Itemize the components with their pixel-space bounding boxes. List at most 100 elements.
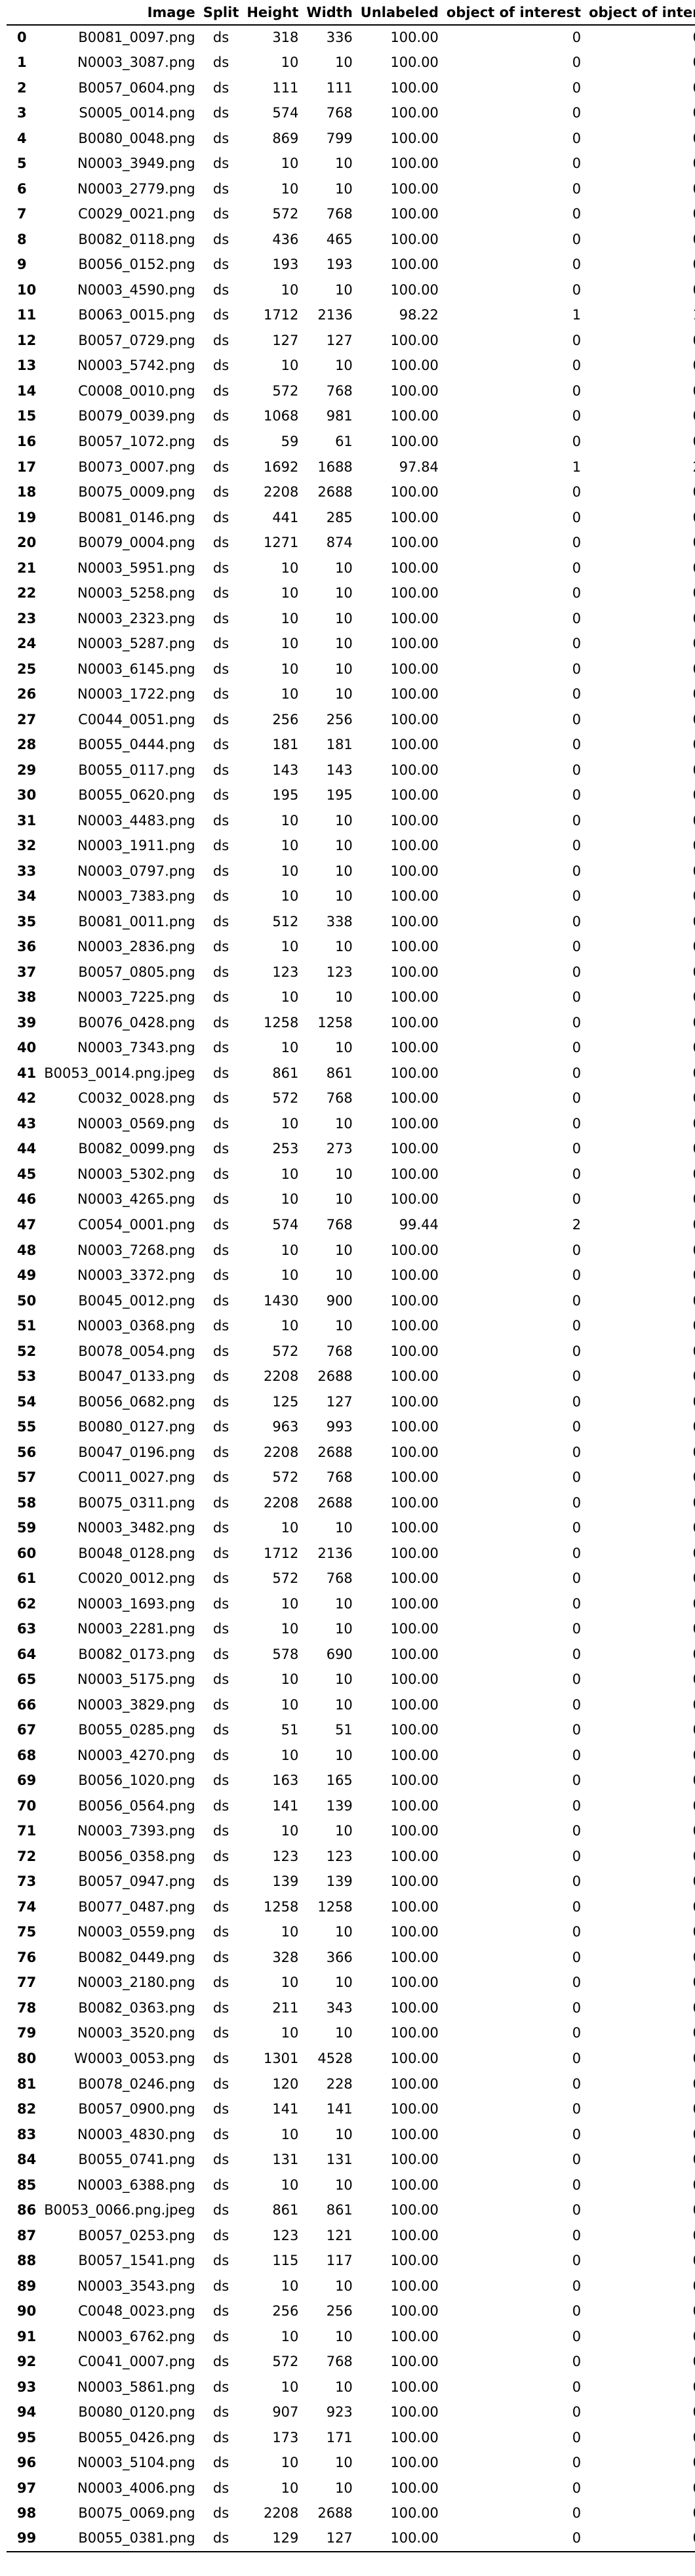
image-cell: N0003_6762.png: [77, 2328, 195, 2344]
split-cell: ds: [212, 1014, 229, 1031]
object-of-interest-count-cell: 0: [572, 2455, 582, 2471]
width-cell: 165: [326, 1772, 353, 1789]
split-cell: ds: [212, 1772, 229, 1789]
height-cell: 10: [281, 1191, 299, 1208]
height-cell: 10: [281, 1621, 299, 1637]
object-of-interest-percent-cell: 0.00: [585, 884, 695, 910]
row-index: 78: [17, 1999, 37, 2016]
split-cell: ds: [212, 610, 229, 626]
table-row: 22 N0003_5258.png ds 10 10 100.00 00.00: [7, 581, 695, 606]
image-cell: B0082_0363.png: [78, 1999, 195, 2016]
width-cell: 141: [326, 2101, 353, 2117]
height-cell: 10: [281, 1318, 299, 1334]
height-cell: 2208: [263, 1494, 299, 1511]
image-cell: B0080_0048.png: [78, 130, 195, 146]
unlabeled-cell: 100.00: [390, 1671, 439, 1688]
row-index: 73: [17, 1873, 37, 1890]
object-of-interest-percent-cell: 0.00: [585, 2223, 695, 2249]
split-cell: ds: [212, 382, 229, 399]
image-cell: B0057_0253.png: [78, 2227, 195, 2243]
table-row: 39 B0076_0428.png ds 1258 1258 100.00 00.00: [7, 1010, 695, 1036]
object-of-interest-percent-cell: 0.00: [585, 1995, 695, 2021]
table-row: 79 N0003_3520.png ds 10 10 100.00 00.00: [7, 2021, 695, 2047]
table-row: 40 N0003_7343.png ds 10 10 100.00 00.00: [7, 1036, 695, 1061]
object-of-interest-count-cell: 0: [572, 2303, 582, 2320]
row-index: 58: [17, 1494, 37, 1511]
object-of-interest-count-cell: 0: [572, 382, 582, 399]
width-cell: 10: [335, 2455, 353, 2471]
split-cell: ds: [212, 1115, 229, 1132]
row-index: 38: [17, 989, 37, 1006]
image-cell: W0003_0053.png: [73, 2051, 195, 2066]
image-cell: C0029_0021.png: [78, 206, 195, 222]
object-of-interest-percent-cell: 0.00: [585, 581, 695, 606]
height-cell: 572: [272, 206, 299, 222]
unlabeled-cell: 100.00: [390, 2126, 439, 2142]
table-row: 3 S0005_0014.png ds 574 768 100.00 00.00: [7, 101, 695, 127]
height-cell: 10: [281, 610, 299, 626]
width-cell: 10: [335, 888, 353, 905]
height-cell: 211: [272, 1999, 299, 2016]
unlabeled-cell: 100.00: [390, 2328, 439, 2344]
object-of-interest-percent-cell: 0.00: [585, 1364, 695, 1389]
unlabeled-cell: 100.00: [390, 964, 439, 980]
object-of-interest-percent-cell: 0.00: [585, 429, 695, 455]
split-cell: ds: [212, 30, 229, 46]
table-row: 94 B0080_0120.png ds 907 923 100.00 00.00: [7, 2400, 695, 2425]
unlabeled-cell: 100.00: [390, 382, 439, 399]
split-cell: ds: [212, 1747, 229, 1763]
unlabeled-cell: 99.44: [399, 1216, 439, 1233]
table-row: 56 B0047_0196.png ds 2208 2688 100.00 00.00: [7, 1440, 695, 1465]
unlabeled-cell: 100.00: [390, 1646, 439, 1662]
row-index: 27: [17, 711, 37, 727]
unlabeled-cell: 100.00: [390, 1621, 439, 1637]
image-cell: B0082_0449.png: [78, 1949, 195, 1965]
row-index: 3: [17, 105, 27, 121]
object-of-interest-percent-cell: 0.00: [585, 2198, 695, 2223]
row-index: 12: [17, 332, 37, 348]
unlabeled-cell: 100.00: [390, 686, 439, 703]
image-cell: N0003_2836.png: [77, 939, 195, 955]
table-row: 15 B0079_0039.png ds 1068 981 100.00 00.00: [7, 404, 695, 430]
row-index: 59: [17, 1520, 37, 1536]
split-cell: ds: [212, 358, 229, 374]
height-cell: 436: [272, 231, 299, 247]
object-of-interest-count-cell: 0: [572, 509, 582, 525]
object-of-interest-count-cell: 0: [572, 1848, 582, 1864]
table-row: 4 B0080_0048.png ds 869 799 100.00 00.00: [7, 126, 695, 152]
table-row: 59 N0003_3482.png ds 10 10 100.00 00.00: [7, 1515, 695, 1541]
object-of-interest-percent-cell: 0.00: [585, 1945, 695, 1971]
height-cell: 10: [281, 888, 299, 905]
object-of-interest-count-cell: 0: [572, 1646, 582, 1662]
unlabeled-cell: 100.00: [390, 2455, 439, 2471]
image-cell: B0056_0682.png: [78, 1393, 195, 1410]
split-cell: ds: [212, 2328, 229, 2344]
table-row: 6 N0003_2779.png ds 10 10 100.00 00.00: [7, 176, 695, 202]
height-cell: 578: [272, 1646, 299, 1662]
object-of-interest-count-cell: 1: [572, 307, 582, 323]
height-cell: 10: [281, 686, 299, 703]
width-cell: 768: [326, 1090, 353, 1107]
width-cell: 121: [326, 2227, 353, 2243]
row-index: 91: [17, 2328, 37, 2344]
image-cell: N0003_7343.png: [77, 1040, 195, 1056]
height-cell: 2208: [263, 484, 299, 501]
width-cell: 127: [326, 332, 353, 348]
object-of-interest-percent-cell: 0.00: [585, 1793, 695, 1819]
table-row: 41 B0053_0014.png.jpeg ds 861 861 100.00 00.00: [7, 1061, 695, 1086]
object-of-interest-percent-cell: 0.00: [585, 1288, 695, 1314]
split-cell: ds: [212, 2480, 229, 2496]
row-index: 35: [17, 913, 37, 930]
image-cell: B0057_0729.png: [78, 332, 195, 348]
object-of-interest-percent-cell: 0.00: [585, 202, 695, 228]
unlabeled-cell: 100.00: [390, 711, 439, 727]
row-index: 32: [17, 838, 37, 854]
image-cell: B0081_0146.png: [78, 509, 195, 525]
unlabeled-cell: 98.22: [399, 307, 439, 323]
image-cell: N0003_4830.png: [77, 2126, 195, 2142]
split-cell: ds: [212, 1368, 229, 1385]
height-cell: 10: [281, 560, 299, 576]
unlabeled-cell: 100.00: [390, 1545, 439, 1561]
split-cell: ds: [212, 2404, 229, 2421]
width-cell: 2688: [317, 1444, 353, 1460]
